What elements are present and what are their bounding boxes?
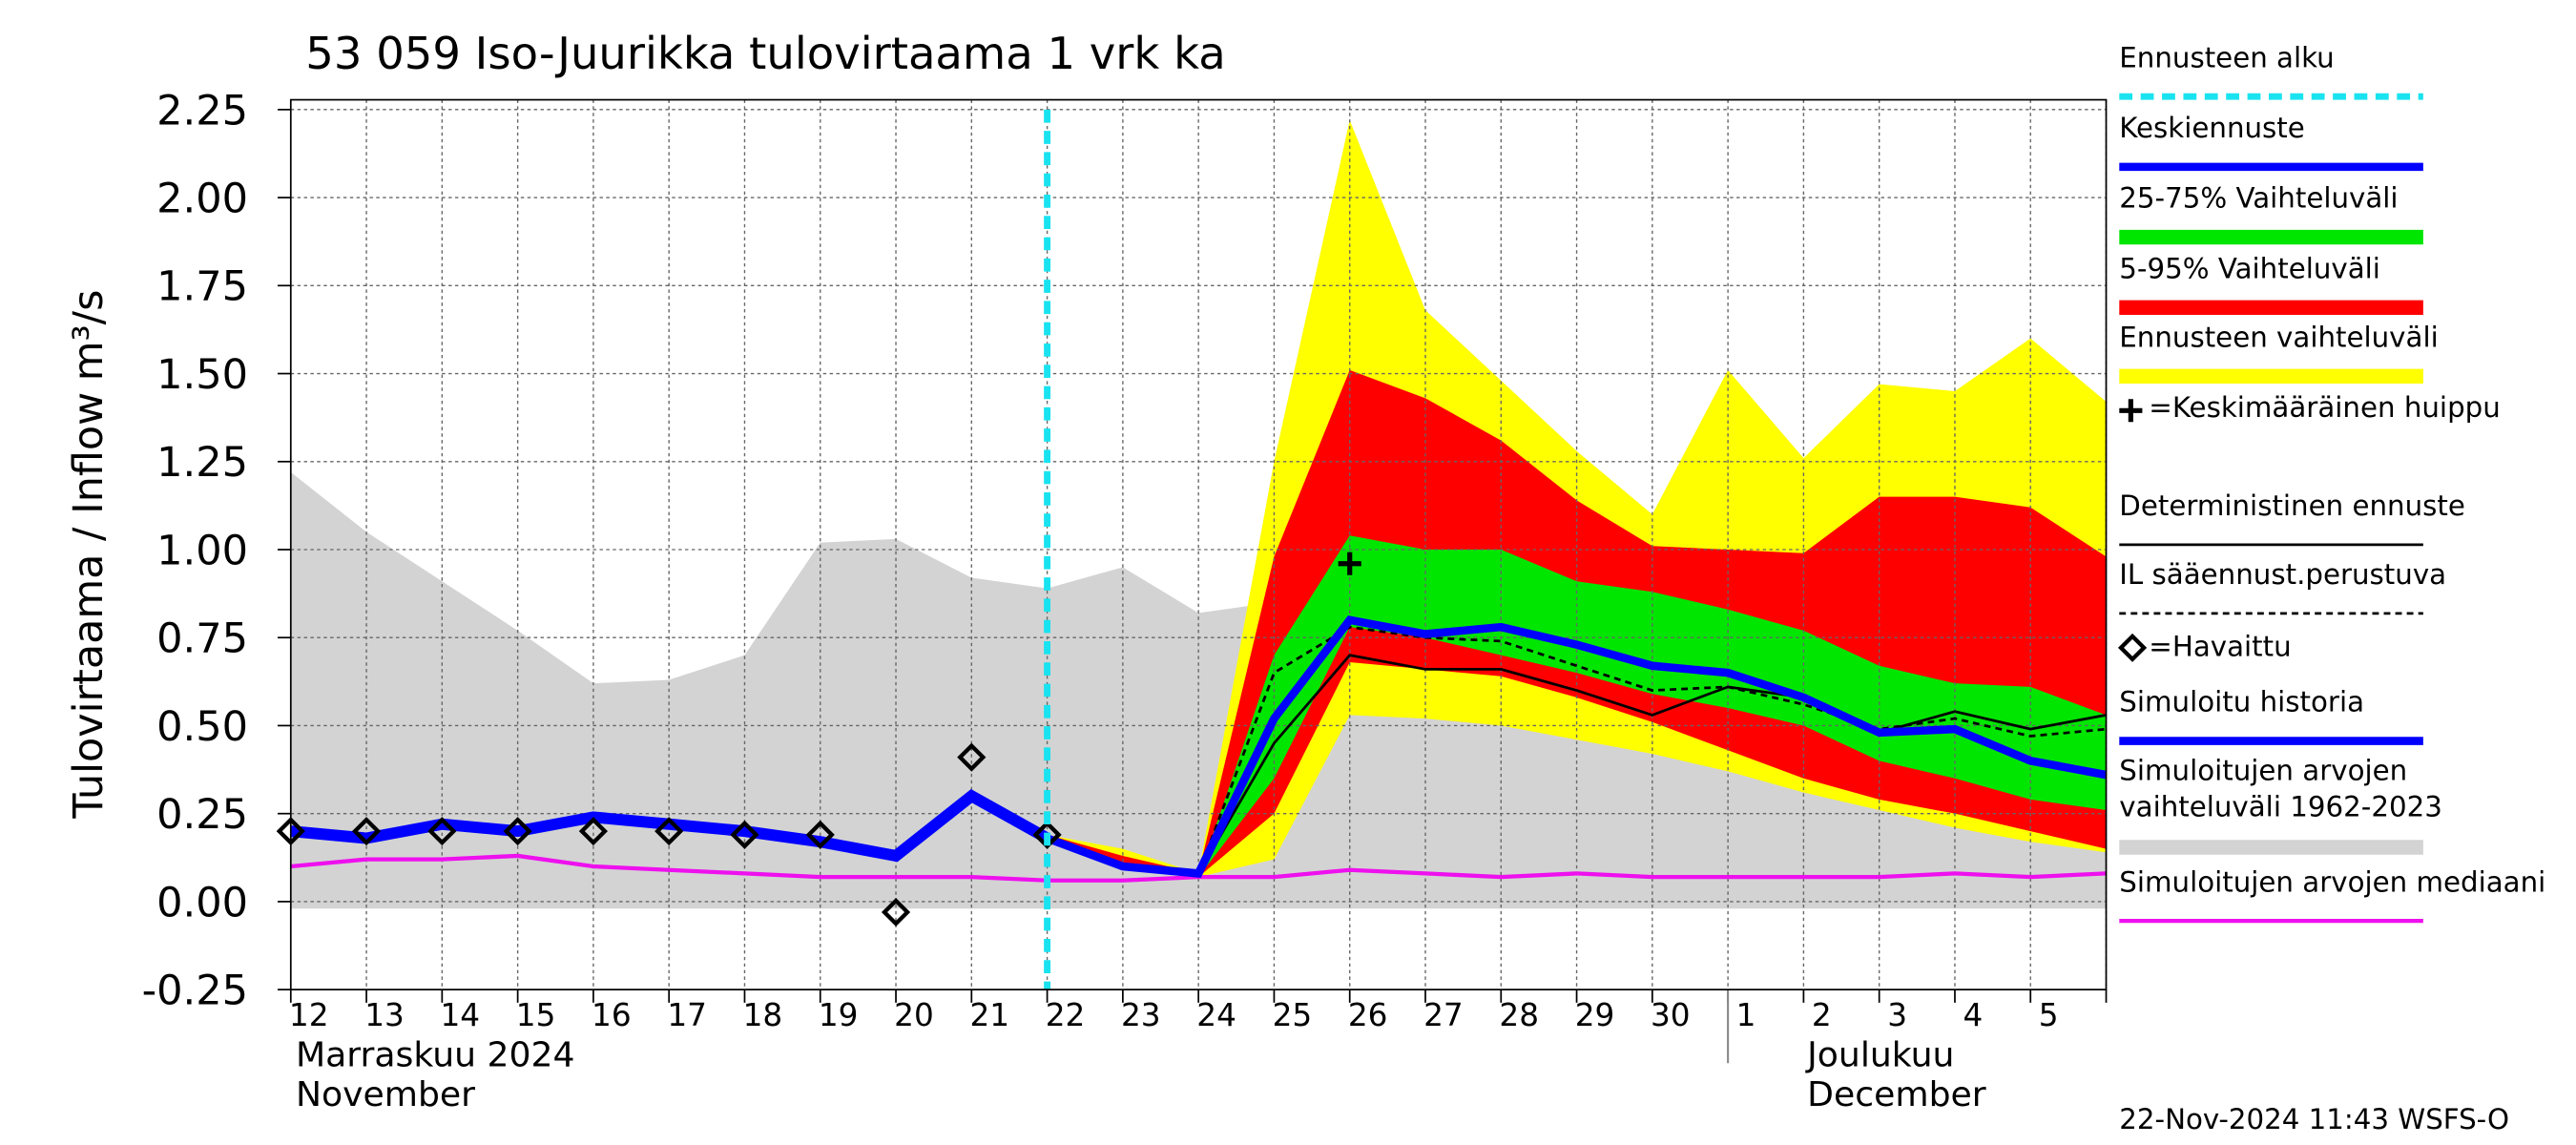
line — [1196, 654, 2107, 875]
x-tick-label: 19 — [819, 997, 859, 1033]
legend-entry: Simuloitujen arvojen vaihteluväli 1962-2… — [2119, 756, 2442, 824]
legend-label: 25-75% Vaihteluväli — [2119, 183, 2399, 217]
month-label: November — [296, 1074, 475, 1114]
legend-label: 5-95% Vaihteluväli — [2119, 253, 2380, 286]
line — [1046, 615, 2108, 878]
y-axis-label: Tulovirtaama / Inflow — [65, 392, 113, 820]
legend-label: Simuloitujen arvojen mediaani — [2119, 866, 2546, 900]
y-tick-label: 2.25 — [156, 87, 248, 135]
legend-label: IL sääennust.perustuva — [2119, 559, 2447, 593]
line — [1196, 625, 2107, 874]
y-tick-label: 0.25 — [156, 791, 248, 839]
observed-point — [805, 820, 835, 849]
legend-entry: =Havaittu — [2149, 631, 2292, 664]
legend-label: Simuloitujen arvojen vaihteluväli 1962-2… — [2119, 756, 2442, 824]
legend-entry: Ennusteen vaihteluväli — [2119, 322, 2439, 355]
x-tick-label: 28 — [1499, 997, 1539, 1033]
x-tick-label: 20 — [894, 997, 934, 1033]
x-tick-label: 17 — [667, 997, 707, 1033]
observed-point — [351, 817, 382, 846]
legend-label: Simuloitu historia — [2119, 687, 2365, 720]
observed-point — [503, 817, 532, 846]
legend-label: Ennusteen vaihteluväli — [2119, 322, 2439, 355]
legend-entry: Keskiennuste — [2119, 113, 2305, 146]
line — [290, 789, 1050, 863]
y-tick-label: 0.75 — [156, 615, 248, 663]
y-tick-label: 1.00 — [156, 528, 248, 575]
y-tick-label: 2.00 — [156, 176, 248, 223]
x-tick-label: 22 — [1046, 997, 1086, 1033]
footer: 22-Nov-2024 11:43 WSFS-O — [2119, 1103, 2509, 1135]
legend-entry: Simuloitu historia — [2119, 687, 2365, 720]
legend-label: Ennusteen alku — [2119, 42, 2335, 75]
band — [1047, 535, 2107, 878]
legend: Ennusteen alku Keskiennuste 25-75% Vaihtel… — [2117, 42, 2546, 924]
legend-entry: =Keskimääräinen huippu — [2149, 392, 2501, 426]
plot-frame — [289, 98, 2108, 990]
y-tick-label: 1.75 — [156, 263, 248, 311]
x-tick-label: 12 — [289, 997, 329, 1033]
x-tick-label: 26 — [1348, 997, 1388, 1033]
x-tick-label: 23 — [1121, 997, 1161, 1033]
legend-entry: 25-75% Vaihteluväli — [2119, 183, 2399, 217]
y-tick-label: 1.25 — [156, 439, 248, 487]
observed-point — [730, 820, 759, 849]
peak-marker — [1338, 552, 1361, 575]
x-tick-label: 4 — [1963, 997, 1983, 1033]
x-tick-label: 30 — [1651, 997, 1691, 1033]
legend-swatch — [2117, 633, 2148, 662]
month-label: December — [1807, 1074, 1986, 1114]
legend-entry: Simuloitujen arvojen mediaani — [2119, 866, 2546, 900]
x-tick-label: 16 — [592, 997, 632, 1033]
observed-point — [1032, 820, 1062, 849]
month-label: Joulukuu — [1805, 1035, 1954, 1075]
legend-label: =Keskimääräinen huippu — [2149, 392, 2501, 426]
y-tick-label: 1.50 — [156, 351, 248, 399]
x-tick-label: 24 — [1196, 997, 1236, 1033]
legend-entry: 5-95% Vaihteluväli — [2119, 253, 2380, 286]
legend-entry: Ennusteen alku — [2119, 42, 2335, 75]
x-tick-label: 2 — [1812, 997, 1832, 1033]
legend-entry: Deterministinen ennuste — [2119, 490, 2465, 524]
legend-label: Keskiennuste — [2119, 113, 2305, 146]
x-tick-label: 29 — [1575, 997, 1615, 1033]
x-tick-label: 13 — [364, 997, 405, 1033]
y-axis-unit: m³/s — [65, 290, 113, 382]
y-tick-label: -0.25 — [142, 968, 248, 1015]
legend-label: =Havaittu — [2149, 631, 2292, 664]
y-tick-label: 0.50 — [156, 703, 248, 751]
observed-point — [881, 897, 911, 927]
x-tick-label: 14 — [440, 997, 480, 1033]
x-tick-label: 3 — [1887, 997, 1907, 1033]
observed-point — [578, 817, 609, 846]
observed-point — [957, 742, 987, 772]
legend-label: Deterministinen ennuste — [2119, 490, 2465, 524]
x-tick-label: 27 — [1423, 997, 1464, 1033]
legend-entry: IL sääennust.perustuva — [2119, 559, 2447, 593]
x-tick-label: 15 — [516, 997, 556, 1033]
chart-title: 53 059 Iso-Juurikka tulovirtaama 1 vrk k… — [305, 28, 1225, 79]
x-tick-label: 5 — [2039, 997, 2059, 1033]
legend-swatch — [2119, 399, 2143, 423]
observed-point — [654, 817, 684, 846]
x-tick-label: 21 — [969, 997, 1009, 1033]
y-tick-label: 0.00 — [156, 879, 248, 926]
x-tick-label: 25 — [1273, 997, 1313, 1033]
plot-area: 12 13 14 15 16 17 18 19 20 21 22 23 24 25 26 27 28 29 30 1 2… — [142, 87, 2108, 1064]
x-tick-label: 18 — [743, 997, 783, 1033]
month-label: Marraskuu 2024 — [296, 1035, 575, 1075]
x-tick-label: 1 — [1736, 997, 1756, 1033]
observed-point — [427, 817, 457, 846]
